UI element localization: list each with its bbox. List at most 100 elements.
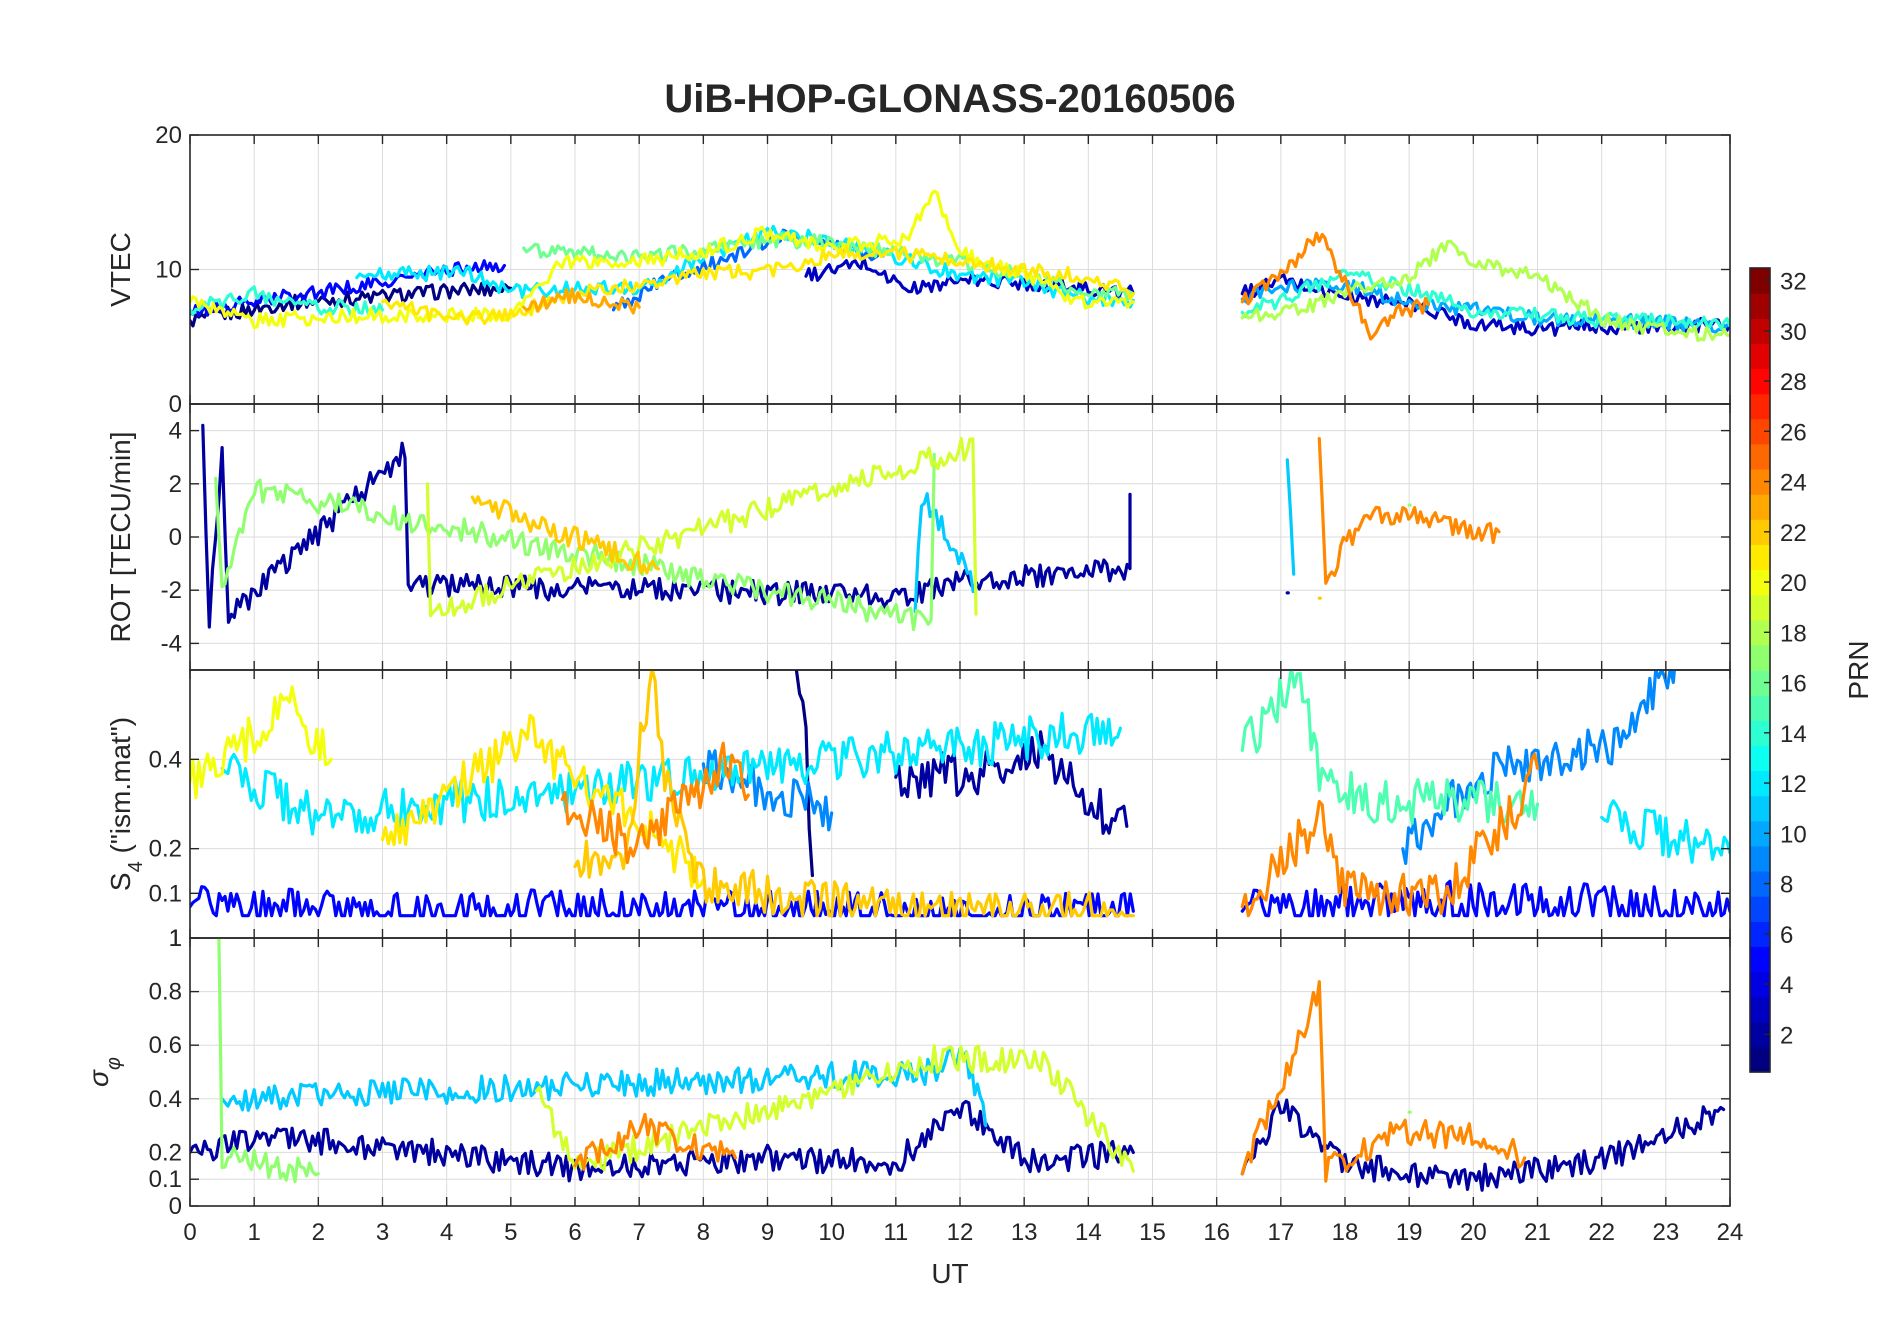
x-tick-label: 4 (440, 1219, 453, 1246)
panel-2: -4 -2 0 2 4 ROT [TECU/min] (105, 403, 1731, 671)
trace-prn-24 (1240, 980, 1527, 1183)
grid (189, 134, 1731, 405)
x-tick-label: 13 (1011, 1219, 1038, 1246)
x-tick-label: 23 (1652, 1219, 1679, 1246)
x-tick-label: 9 (761, 1219, 774, 1246)
grid (189, 937, 1731, 1207)
colorbar-cell (1750, 971, 1770, 998)
y-tick-label: 10 (155, 257, 182, 284)
x-tick-label: 7 (632, 1219, 645, 1246)
colorbar-cell (1750, 996, 1770, 1023)
colorbar-tick-label: 14 (1780, 721, 1807, 748)
colorbar-cell (1750, 393, 1770, 420)
colorbar-tick-label: 26 (1780, 419, 1807, 446)
colorbar-cell (1750, 594, 1770, 621)
x-tick-label: 6 (568, 1219, 581, 1246)
x-ticks (189, 670, 1731, 938)
colorbar-cell (1750, 544, 1770, 571)
colorbar-tick-label: 24 (1780, 470, 1807, 497)
x-tick-labels: 0 1 2 3 4 5 6 7 8 9 10 11 12 13 14 15 16 17 18 19 20 21 22 23 24 (183, 1219, 1743, 1246)
colorbar-cell (1750, 418, 1770, 445)
colorbar-cell (1750, 896, 1770, 922)
trace-prn-24 (560, 741, 750, 865)
y-tick-label: 0.1 (149, 1166, 182, 1193)
colorbar-tick-label: 32 (1780, 269, 1807, 296)
y-ticks: 0.1 0.2 0.4 1 (149, 746, 1730, 952)
y-tick-label: 0.4 (149, 746, 182, 773)
trace-prn-22 (573, 670, 1135, 918)
y-tick-label: 0 (169, 524, 182, 551)
x-ticks (189, 938, 1731, 1206)
trace-prn-11 (220, 1045, 988, 1128)
y-tick-label: 4 (169, 418, 182, 445)
colorbar-cell (1750, 318, 1770, 344)
trace-prn-22 (470, 495, 660, 575)
colorbar-cell (1750, 268, 1770, 294)
colorbar-cell (1750, 820, 1770, 847)
x-tick-label: 11 (883, 1219, 908, 1246)
colorbar-tick-label: 2 (1780, 1022, 1793, 1049)
colorbar-tick-label: 30 (1780, 319, 1807, 346)
colorbar-cell (1750, 343, 1770, 370)
trace-prn-11 (913, 492, 978, 614)
y-tick-label: 0.2 (149, 836, 182, 863)
trace-prn-2 (894, 730, 1129, 835)
x-tick-label: 10 (818, 1219, 845, 1246)
colorbar-cell (1750, 1021, 1770, 1048)
colorbar-tick-label: 22 (1780, 520, 1807, 547)
traces (190, 670, 1730, 918)
colorbar-cell (1750, 644, 1770, 671)
trace-prn-1 (190, 281, 513, 328)
y-tick-label: 2 (169, 471, 182, 498)
colorbar-cell (1750, 293, 1770, 319)
colorbar-label: PRN (1843, 640, 1874, 699)
colorbar-cell (1750, 845, 1770, 872)
colorbar-cells (1750, 268, 1770, 1073)
x-tick-label: 20 (1460, 1219, 1487, 1246)
x-tick-label: 21 (1524, 1219, 1551, 1246)
trace-prn-24 (573, 1112, 737, 1171)
y-ticks: -4 -2 0 2 4 (161, 418, 1730, 657)
colorbar-cell (1750, 368, 1770, 395)
x-tick-label: 19 (1396, 1219, 1423, 1246)
colorbar-tick-label: 16 (1780, 671, 1807, 698)
traces (190, 189, 1730, 343)
x-tick-label: 15 (1139, 1219, 1166, 1246)
trace-prn-21 (380, 244, 1135, 326)
trace-prn-1 (794, 670, 814, 878)
colorbar-tick-label: 6 (1780, 922, 1793, 949)
colorbar-tick-label: 20 (1780, 570, 1807, 597)
trace-prn-24 (1240, 231, 1430, 341)
y-tick-label: 1 (169, 925, 182, 952)
x-tick-label: 0 (183, 1219, 196, 1246)
trace-prn-21 (380, 713, 705, 890)
y-tick-label: 0 (169, 1193, 182, 1220)
trace-prn-23 (522, 287, 641, 315)
x-tick-label: 3 (376, 1219, 389, 1246)
trace-prn-5 (190, 259, 506, 317)
y-tick-label: 0.4 (149, 1086, 182, 1113)
trace-prn-18 (1240, 239, 1730, 343)
colorbar-tick-label: 8 (1780, 872, 1793, 899)
y-tick-label: -2 (161, 577, 182, 604)
y-tick-label: 0.6 (149, 1032, 182, 1059)
y-tick-label: 0.2 (149, 1139, 182, 1166)
y-tick-label: 0.8 (149, 979, 182, 1006)
x-tick-label: 16 (1203, 1219, 1230, 1246)
traces (201, 423, 1501, 632)
y-ticks: 00.10.2 0.4 0.6 0.8 1 (149, 925, 1730, 1220)
colorbar-cell (1750, 720, 1770, 746)
colorbar-cell (1750, 569, 1770, 596)
colorbar-cell (1750, 871, 1770, 897)
x-ticks (189, 404, 1731, 670)
y-tick-label-extra: 1 (169, 925, 182, 952)
y-axis-label: VTEC (105, 232, 136, 307)
colorbar-cell (1750, 921, 1770, 947)
x-tick-label: 5 (504, 1219, 517, 1246)
y-tick-label: 0 (169, 391, 182, 418)
colorbar-cell (1750, 443, 1770, 470)
colorbar-cell (1750, 670, 1770, 696)
